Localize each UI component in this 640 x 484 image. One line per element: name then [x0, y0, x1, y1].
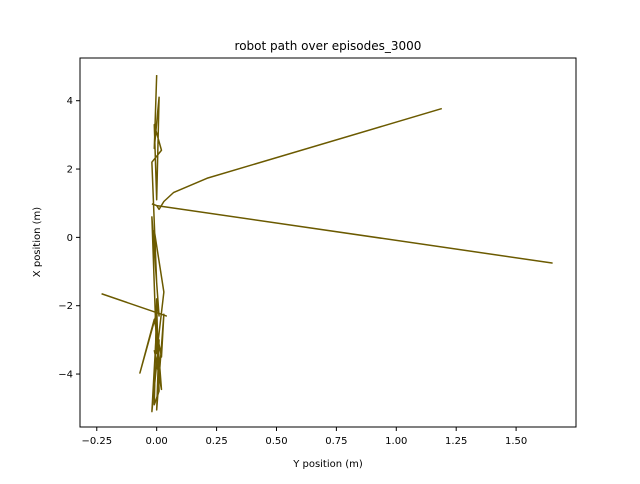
x-tick-label: 1.25 — [445, 436, 467, 447]
y-axis-label: X position (m) — [32, 207, 43, 277]
y-axis-ticks: −4 −2 0 2 4 — [58, 96, 80, 381]
axes-frame — [79, 57, 577, 428]
x-axis-ticks: −0.25 0.00 0.25 0.50 0.75 1.00 1.25 1.50 — [81, 427, 527, 447]
x-tick-label: 1.00 — [385, 436, 407, 447]
y-tick-label: 4 — [67, 96, 73, 107]
x-axis-label: Y position (m) — [292, 459, 363, 470]
x-tick-label: 0.25 — [205, 436, 227, 447]
x-tick-label: 0.75 — [325, 436, 347, 447]
x-tick-label: 0.00 — [146, 436, 168, 447]
plot-area — [101, 75, 553, 413]
x-tick-label: 1.50 — [505, 436, 527, 447]
chart-title: robot path over episodes_3000 — [235, 39, 422, 53]
y-tick-label: −2 — [58, 301, 73, 312]
x-tick-label: −0.25 — [81, 436, 112, 447]
path-segment-3 — [101, 293, 168, 413]
y-tick-label: 0 — [67, 233, 73, 244]
y-tick-label: −4 — [58, 370, 73, 381]
x-tick-label: 0.50 — [265, 436, 287, 447]
y-tick-label: 2 — [67, 165, 73, 176]
path-segment-1 — [151, 107, 553, 264]
